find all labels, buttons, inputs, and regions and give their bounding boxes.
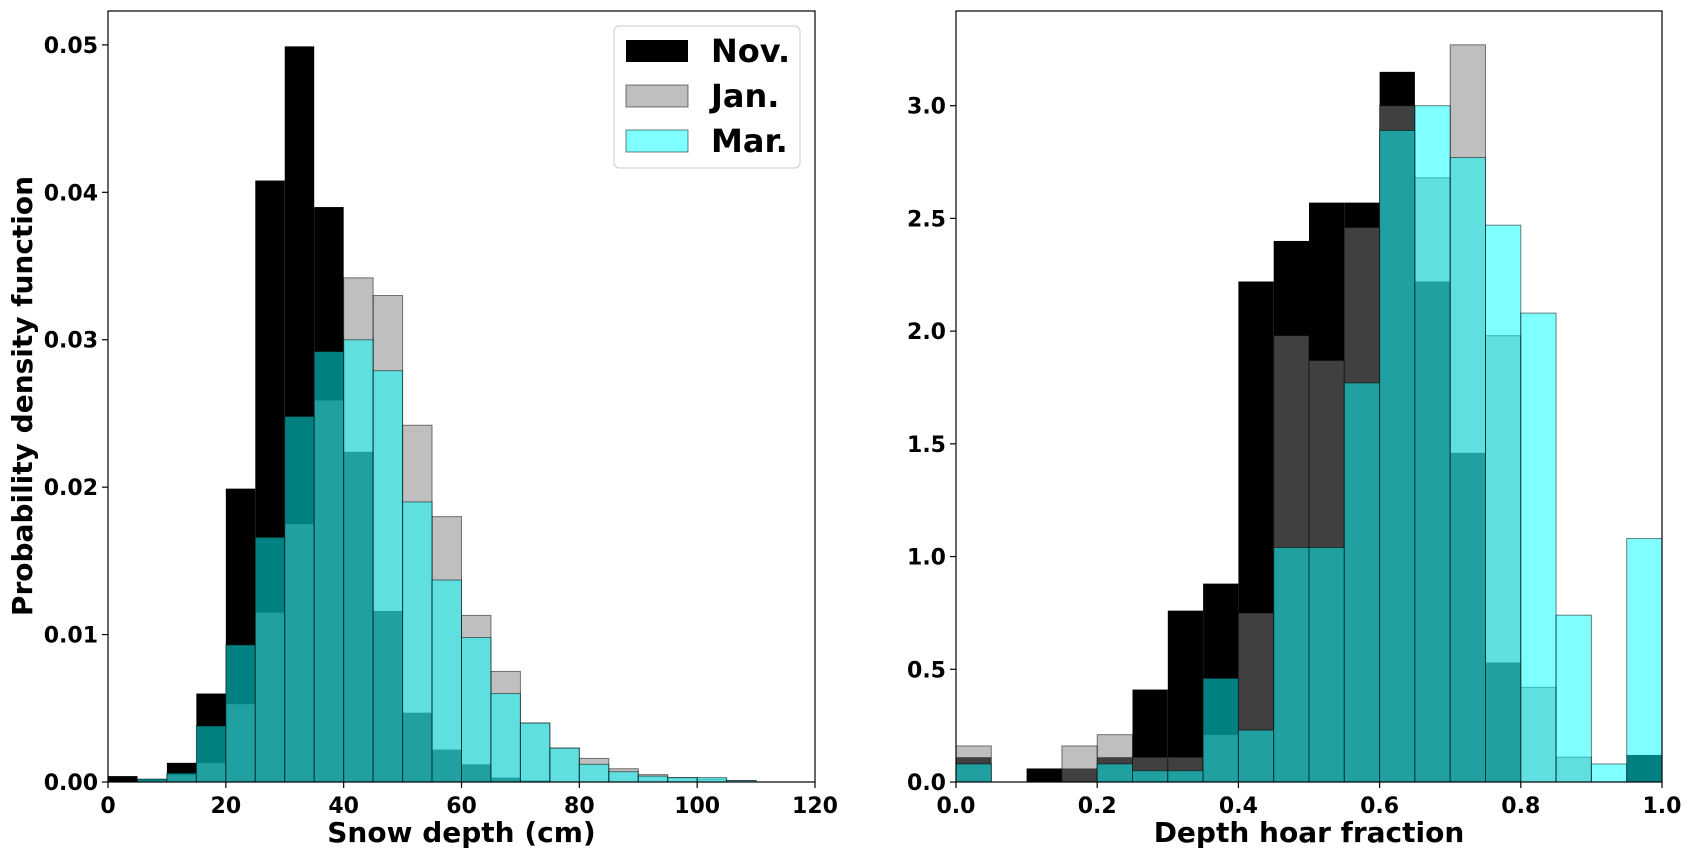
- histogram-bar: [284, 415, 315, 783]
- bars: [955, 44, 1663, 783]
- x-axis: 0.0 0.2 0.4 0.6 0.8 1.0 Depth hoar fraction: [937, 782, 1682, 849]
- histogram-bar: [461, 637, 492, 783]
- x-tick-label: 100: [674, 794, 720, 819]
- histogram-bar: [1273, 547, 1310, 783]
- x-axis-label: Snow depth (cm): [327, 816, 595, 849]
- histogram-bar: [1132, 770, 1169, 783]
- y-tick-label: 1.5: [907, 433, 946, 458]
- histogram-bar: [667, 777, 698, 783]
- x-tick-label: 20: [211, 794, 242, 819]
- histogram-bar: [195, 725, 227, 783]
- histogram-bar: [372, 370, 404, 783]
- histogram-bar: [696, 777, 728, 783]
- histogram-bar: [549, 747, 580, 783]
- y-tick-label: 0.02: [44, 476, 98, 501]
- histogram-bar: [1061, 745, 1098, 783]
- histogram-bar: [254, 536, 286, 783]
- x-tick-label: 0.6: [1360, 794, 1399, 819]
- histogram-bar: [225, 644, 256, 783]
- histogram-bar: [1167, 610, 1204, 782]
- histogram-bar: [1096, 763, 1133, 783]
- legend-label: Jan.: [709, 77, 779, 115]
- histogram-bar: [431, 579, 462, 783]
- y-tick-label: 0.05: [44, 34, 98, 59]
- histogram-bar: [1485, 224, 1522, 783]
- legend-swatch: [626, 40, 688, 62]
- histogram-bar: [1449, 157, 1486, 783]
- axes-frame: [955, 10, 1663, 783]
- legend-swatch: [625, 129, 689, 153]
- legend-swatch: [625, 84, 689, 108]
- histogram-bar: [108, 776, 138, 782]
- histogram-bar: [1379, 129, 1416, 783]
- x-tick-label: 40: [328, 794, 359, 819]
- y-tick-label: 0.01: [44, 624, 98, 649]
- y-tick-label: 3.0: [907, 95, 946, 120]
- x-axis-label: Depth hoar fraction: [1154, 816, 1465, 849]
- x-tick-label: 0.8: [1501, 794, 1540, 819]
- histogram-bar: [490, 693, 521, 783]
- y-axis: 0.0 0.5 1.0 1.5 2.0 2.5 3.0: [907, 95, 956, 796]
- y-tick-label: 1.0: [907, 546, 946, 571]
- histogram-bar: [1520, 312, 1557, 783]
- histogram-bar: [166, 772, 197, 783]
- legend-label: Nov.: [711, 32, 790, 70]
- histogram-bar: [313, 351, 345, 783]
- y-tick-label: 0.5: [907, 658, 946, 683]
- y-tick-label: 0.03: [44, 329, 98, 354]
- y-tick-label: 0.04: [44, 181, 98, 206]
- histogram-bar: [1414, 105, 1451, 783]
- legend: Nov. Jan. Mar.: [613, 25, 801, 169]
- histogram-bar: [1626, 538, 1663, 783]
- x-tick-label: 120: [792, 794, 838, 819]
- histogram-bar: [343, 339, 374, 783]
- histogram-bar: [402, 501, 433, 783]
- series-mar: [955, 105, 1663, 783]
- series-mar: [136, 339, 757, 783]
- x-tick-label: 80: [564, 794, 595, 819]
- histogram-bar: [1308, 547, 1345, 783]
- y-tick-label: 2.5: [907, 207, 946, 232]
- x-tick-label: 0.4: [1219, 794, 1258, 819]
- y-tick-label: 0.00: [44, 771, 98, 796]
- bars: [108, 46, 757, 783]
- histogram-bar: [578, 763, 610, 783]
- y-axis: 0.00 0.01 0.02 0.03 0.04 0.05 Probability dens…: [6, 34, 108, 796]
- x-tick-label: 1.0: [1643, 794, 1682, 819]
- x-axis: 0 20 40 60 80 100 120 Snow depth (cm): [100, 782, 838, 849]
- x-tick-label: 0: [100, 794, 115, 819]
- histogram-bar: [608, 771, 639, 783]
- x-tick-label: 0.2: [1078, 794, 1117, 819]
- histogram-bar: [955, 763, 992, 783]
- legend-label: Mar.: [711, 122, 788, 160]
- histogram-bar: [1167, 770, 1204, 783]
- histogram-bar: [1026, 768, 1062, 782]
- histogram-bar: [1590, 763, 1628, 783]
- histogram-bar: [519, 722, 551, 783]
- y-tick-label: 2.0: [907, 320, 946, 345]
- x-tick-label: 0.0: [937, 794, 976, 819]
- x-tick-label: 60: [446, 794, 477, 819]
- histogram-bar: [1555, 614, 1592, 783]
- histogram-bar: [1343, 382, 1381, 783]
- histogram-bar: [1237, 729, 1275, 783]
- histogram-bar: [1202, 677, 1239, 783]
- y-axis-label: Probability density function: [6, 176, 39, 616]
- y-tick-label: 0.0: [907, 771, 946, 796]
- histogram-bar: [637, 775, 669, 783]
